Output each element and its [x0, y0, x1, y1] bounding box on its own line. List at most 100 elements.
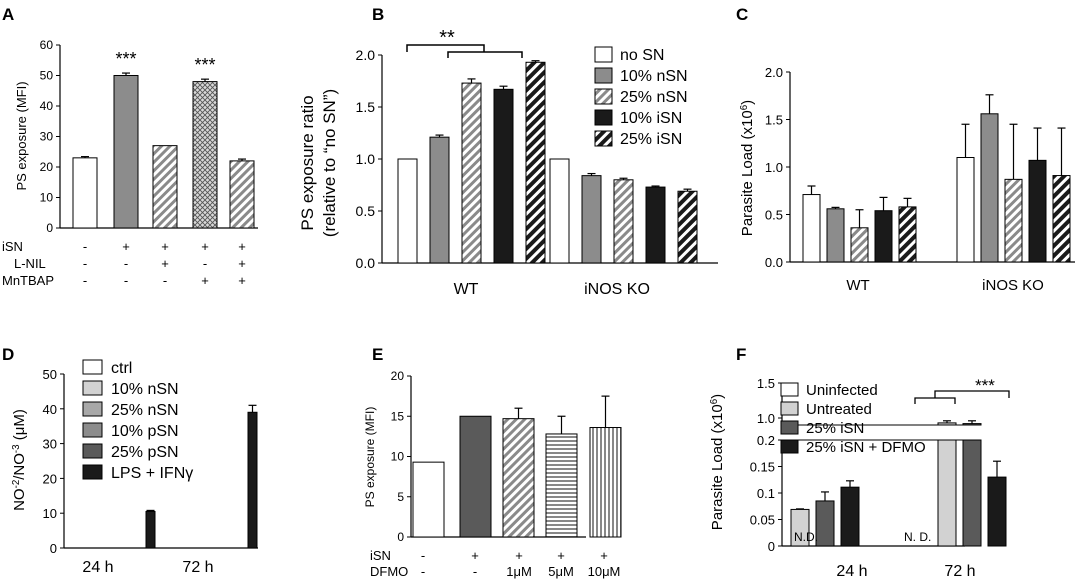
c-bar — [850, 227, 869, 263]
b-bar — [613, 179, 634, 264]
f-ylabel: Parasite Load (x106) — [709, 394, 726, 530]
c-bar — [802, 194, 821, 263]
c-bar — [956, 157, 975, 263]
a-bar — [192, 81, 218, 229]
d-legend-label: 25% pSN — [111, 444, 179, 461]
e-bar — [545, 433, 578, 538]
a-condition-sign: + — [161, 256, 169, 271]
c-bar — [980, 113, 999, 263]
d-group-label: 24 h — [82, 559, 113, 576]
c-ytick-label: 0.0 — [765, 255, 783, 270]
b-bar — [645, 186, 666, 264]
f-annotation: *** — [975, 376, 995, 395]
a-ytick-label: 30 — [40, 130, 54, 144]
a-condition-sign: + — [201, 239, 209, 254]
e-condition-sign: + — [471, 548, 479, 563]
a-ytick-label: 20 — [40, 160, 54, 174]
e-condition-sign: - — [421, 548, 425, 563]
b-bar — [397, 158, 418, 264]
d-legend-label: ctrl — [111, 360, 132, 377]
c-bar — [898, 206, 917, 263]
b-group-label: WT — [454, 281, 479, 298]
f-bar — [840, 486, 860, 547]
c-ytick-label: 1.0 — [765, 160, 783, 175]
e-condition-sign: - — [421, 564, 425, 579]
d-legend-label: 10% pSN — [111, 423, 179, 440]
a-bar — [113, 75, 139, 229]
c-ytick-label: 0.5 — [765, 208, 783, 223]
c-bar — [1004, 178, 1023, 263]
e-ytick-label: 10 — [391, 450, 405, 464]
a-annotation: *** — [194, 55, 215, 75]
b-ytick-label: 1.5 — [356, 99, 376, 115]
panel-label-c: C — [736, 5, 748, 24]
f-ytick-label: 0.2 — [757, 433, 775, 448]
d-legend-label: 10% nSN — [111, 381, 179, 398]
d-ytick-label: 0 — [50, 541, 57, 556]
f-bar — [937, 439, 957, 547]
f-sig-bracket-2 — [934, 390, 1010, 398]
a-ytick-label: 10 — [40, 191, 54, 205]
a-condition-sign: - — [124, 273, 128, 288]
d-legend-swatch — [82, 443, 103, 459]
c-bar — [826, 208, 845, 263]
b-bar — [493, 88, 514, 264]
b-legend-label: 10% nSN — [620, 68, 688, 85]
a-condition-sign: + — [238, 256, 246, 271]
b-legend-swatch — [594, 67, 613, 84]
b-sig-bracket-1 — [406, 44, 485, 52]
b-legend-label: no SN — [620, 47, 664, 64]
c-bar — [1052, 175, 1071, 263]
e-ytick-label: 5 — [397, 490, 404, 504]
c-ylabel: Parasite Load (x106) — [739, 100, 756, 236]
e-condition-label: DFMO — [370, 564, 408, 579]
a-condition-sign: - — [124, 256, 128, 271]
b-ytick-label: 0.0 — [356, 255, 376, 271]
d-ytick-label: 20 — [43, 471, 57, 486]
d-bar — [247, 411, 258, 549]
d-ytick-label: 10 — [43, 506, 57, 521]
b-legend-swatch — [594, 88, 613, 105]
c-bar — [874, 210, 893, 263]
f-ytick-label: 1.0 — [757, 411, 775, 426]
f-bar-upper — [937, 422, 957, 426]
d-ytick-label: 30 — [43, 437, 57, 452]
d-legend-swatch — [82, 422, 103, 438]
d-ytick-label: 40 — [43, 402, 57, 417]
b-group-label: iNOS KO — [584, 281, 650, 298]
d-legend-swatch — [82, 380, 103, 396]
c-group-label: WT — [846, 277, 869, 294]
b-bar — [429, 136, 450, 264]
e-condition-sign: + — [600, 548, 608, 563]
f-bar-upper — [962, 423, 982, 426]
panel-label-f: F — [736, 345, 746, 364]
f-ytick-label: 0.05 — [750, 513, 775, 528]
a-ytick-label: 0 — [46, 221, 53, 235]
e-bar — [589, 427, 622, 538]
d-group-label: 72 h — [182, 559, 213, 576]
e-bar — [459, 415, 492, 538]
f-legend-swatch — [780, 382, 799, 397]
a-bar — [152, 145, 178, 229]
b-ylabel: PS exposure ratio — [298, 95, 317, 230]
e-bar — [412, 461, 445, 538]
d-legend-swatch — [82, 401, 103, 417]
b-legend-swatch — [594, 109, 613, 126]
a-condition-label: L-NIL — [14, 256, 46, 271]
f-nd-label: N.D. — [794, 530, 818, 544]
b-ytick-label: 1.0 — [356, 151, 376, 167]
b-bar — [461, 82, 482, 264]
a-ytick-label: 40 — [40, 99, 54, 113]
e-condition-sign: 10μM — [588, 564, 621, 579]
d-legend-label: 25% nSN — [111, 402, 179, 419]
a-condition-label: MnTBAP — [2, 273, 54, 288]
b-bar — [525, 61, 546, 264]
chart-d: 0 10 20 30 40 50 24 h 72 h NO-2/NO-3 (μM) ctrl 10%… — [11, 359, 258, 576]
e-condition-sign: - — [473, 564, 477, 579]
chart-c: 0.0 0.5 1.0 1.5 2.0 WT iNOS KO Parasite Load (x… — [739, 65, 1075, 294]
a-condition-sign: + — [238, 273, 246, 288]
d-ylabel: NO-2/NO-3 (μM) — [11, 409, 28, 511]
b-ytick-label: 2.0 — [356, 47, 376, 63]
